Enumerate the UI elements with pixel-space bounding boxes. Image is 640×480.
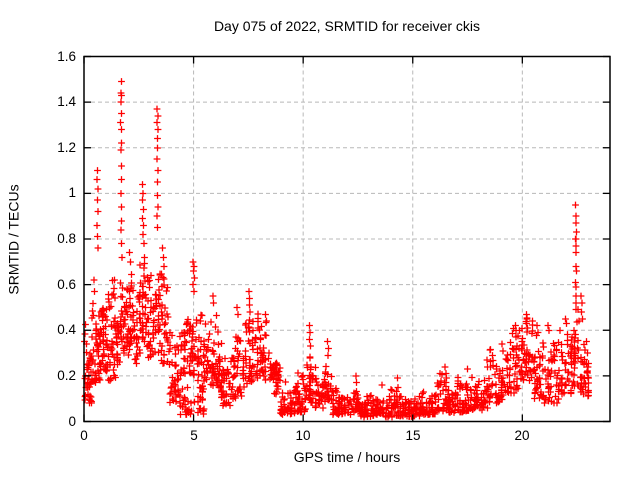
- y-tick-label: 0: [68, 414, 76, 429]
- x-tick-label: 10: [295, 428, 311, 443]
- y-tick-label: 1: [68, 185, 76, 200]
- y-tick-label: 1.4: [57, 94, 76, 109]
- scatter-points: [81, 78, 592, 421]
- x-axis-label: GPS time / hours: [293, 449, 401, 465]
- y-tick-label: 0.2: [57, 368, 76, 383]
- y-tick-label: 0.4: [57, 322, 76, 337]
- y-tick-label: 0.8: [57, 231, 76, 246]
- x-tick-label: 0: [80, 428, 88, 443]
- y-tick-label: 0.6: [57, 277, 76, 292]
- y-tick-label: 1.2: [57, 140, 76, 155]
- x-tick-label: 15: [405, 428, 421, 443]
- chart-title: Day 075 of 2022, SRMTID for receiver cki…: [213, 18, 481, 34]
- x-tick-label: 20: [514, 428, 530, 443]
- y-tick-label: 1.6: [57, 49, 76, 64]
- x-tick-label: 5: [190, 428, 198, 443]
